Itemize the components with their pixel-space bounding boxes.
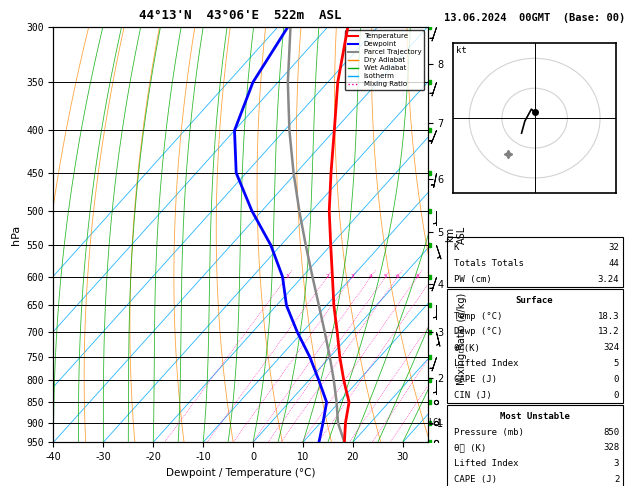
Text: θᴄ (K): θᴄ (K) xyxy=(454,443,486,452)
Text: 5: 5 xyxy=(614,359,619,368)
Text: 3: 3 xyxy=(614,459,619,468)
Text: 18.3: 18.3 xyxy=(598,312,619,321)
Text: K: K xyxy=(454,243,459,252)
Text: Lifted Index: Lifted Index xyxy=(454,459,518,468)
X-axis label: Dewpoint / Temperature (°C): Dewpoint / Temperature (°C) xyxy=(166,468,315,478)
Text: 6: 6 xyxy=(396,274,400,279)
Text: 32: 32 xyxy=(608,243,619,252)
Text: PW (cm): PW (cm) xyxy=(454,275,491,284)
Bar xyxy=(447,289,623,403)
Text: 5: 5 xyxy=(384,274,387,279)
Text: Surface: Surface xyxy=(516,296,554,305)
Text: 324: 324 xyxy=(603,343,619,352)
Text: kt: kt xyxy=(456,46,467,55)
Bar xyxy=(447,237,623,287)
Text: Mixing Ratio (g/kg): Mixing Ratio (g/kg) xyxy=(457,292,467,384)
Text: Pressure (mb): Pressure (mb) xyxy=(454,428,523,436)
Text: 2: 2 xyxy=(326,274,330,279)
Text: 2: 2 xyxy=(614,475,619,484)
Text: θᴄ(K): θᴄ(K) xyxy=(454,343,481,352)
Text: 3: 3 xyxy=(351,274,355,279)
Text: Lifted Index: Lifted Index xyxy=(454,359,518,368)
Text: 0: 0 xyxy=(614,391,619,399)
Text: 44°13'N  43°06'E  522m  ASL: 44°13'N 43°06'E 522m ASL xyxy=(140,9,342,22)
Text: 8: 8 xyxy=(416,274,420,279)
Text: 4: 4 xyxy=(369,274,373,279)
Bar xyxy=(447,405,623,486)
Text: LCL: LCL xyxy=(428,418,443,427)
Text: 850: 850 xyxy=(603,428,619,436)
Text: 13.06.2024  00GMT  (Base: 00): 13.06.2024 00GMT (Base: 00) xyxy=(444,13,625,22)
Text: Temp (°C): Temp (°C) xyxy=(454,312,502,321)
Text: Most Unstable: Most Unstable xyxy=(499,412,570,421)
Text: 1: 1 xyxy=(286,274,289,279)
Text: 3.24: 3.24 xyxy=(598,275,619,284)
Y-axis label: hPa: hPa xyxy=(11,225,21,244)
Y-axis label: km
ASL: km ASL xyxy=(445,226,467,243)
Text: CAPE (J): CAPE (J) xyxy=(454,475,497,484)
Legend: Temperature, Dewpoint, Parcel Trajectory, Dry Adiabat, Wet Adiabat, Isotherm, Mi: Temperature, Dewpoint, Parcel Trajectory… xyxy=(345,30,424,90)
Text: Dewp (°C): Dewp (°C) xyxy=(454,328,502,336)
Text: Totals Totals: Totals Totals xyxy=(454,259,523,268)
Text: CIN (J): CIN (J) xyxy=(454,391,491,399)
Text: 0: 0 xyxy=(614,375,619,384)
Text: 13.2: 13.2 xyxy=(598,328,619,336)
Text: CAPE (J): CAPE (J) xyxy=(454,375,497,384)
Text: 328: 328 xyxy=(603,443,619,452)
Text: 44: 44 xyxy=(608,259,619,268)
